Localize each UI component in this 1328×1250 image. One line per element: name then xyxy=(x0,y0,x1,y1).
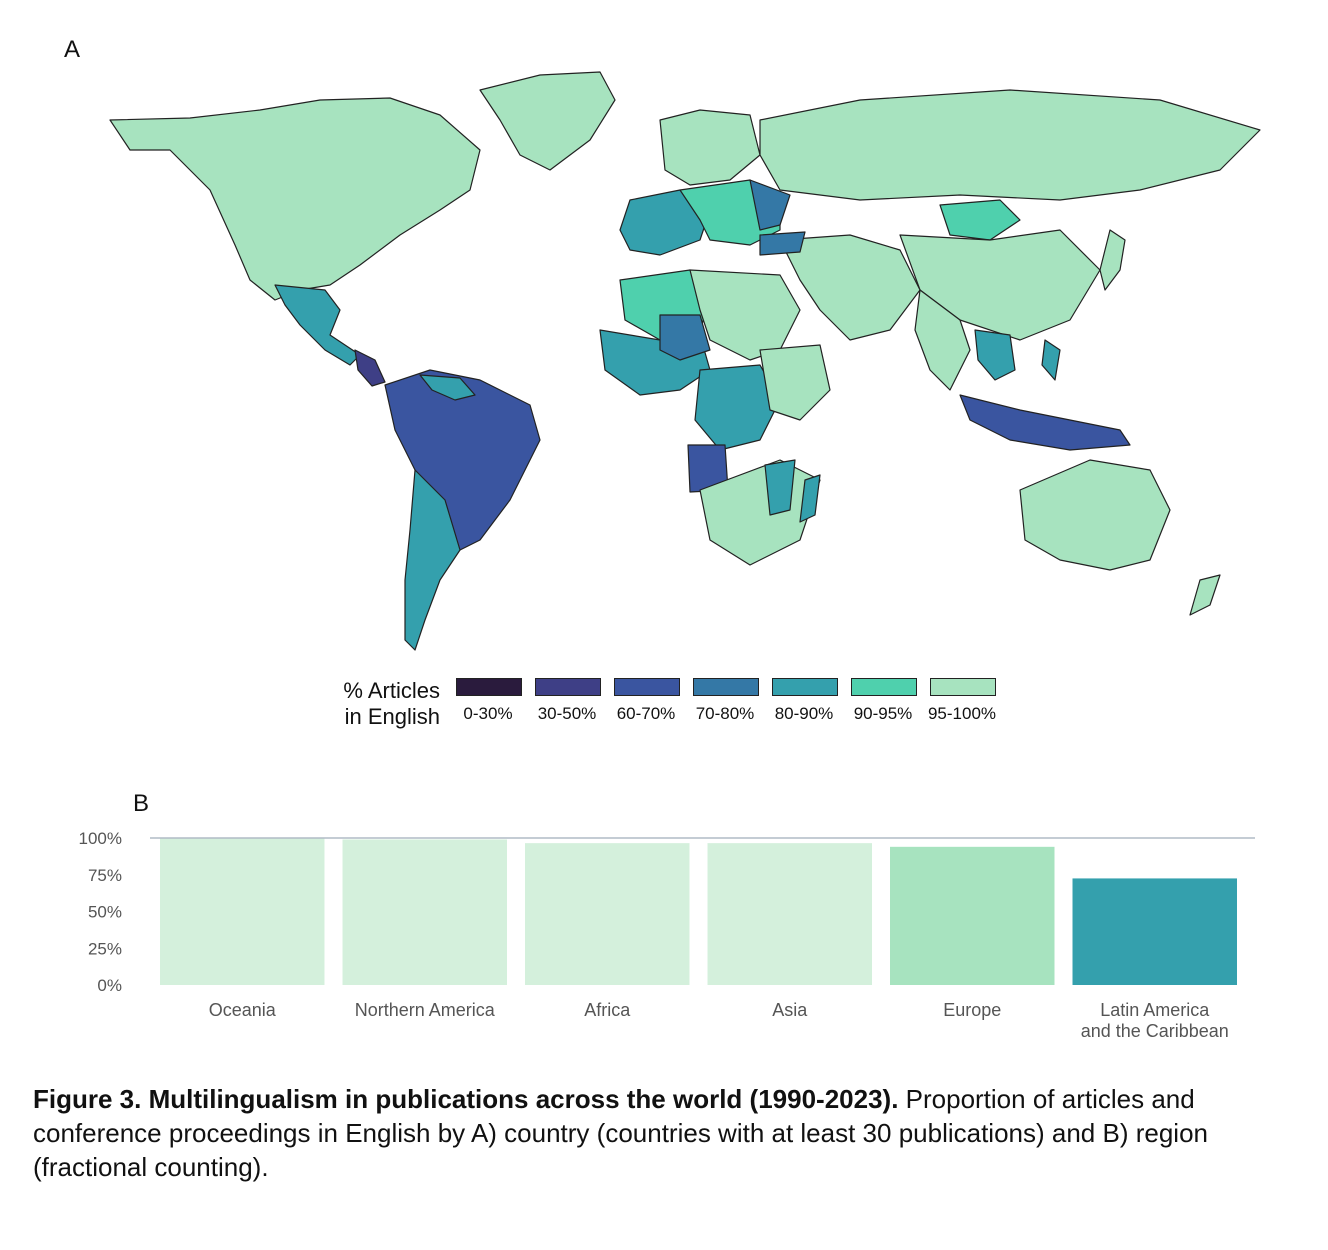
country-east-africa xyxy=(759,344,831,421)
country-middle-east xyxy=(779,234,921,341)
legend-swatch xyxy=(693,678,759,696)
legend-item: 80-90% xyxy=(766,678,842,724)
country-north-america xyxy=(109,97,481,301)
country-russia xyxy=(759,89,1261,201)
legend-swatch xyxy=(456,678,522,696)
y-tick-label: 25% xyxy=(88,939,122,958)
bar xyxy=(160,838,325,985)
country-europe-east xyxy=(749,179,791,231)
legend-title-line1: % Articles xyxy=(343,678,440,703)
country-india xyxy=(914,289,971,391)
legend-label: 60-70% xyxy=(616,704,676,723)
x-tick-label: Africa xyxy=(584,1000,631,1020)
legend-item: 60-70% xyxy=(608,678,684,724)
legend-swatch xyxy=(851,678,917,696)
legend-swatch xyxy=(930,678,996,696)
country-indonesia xyxy=(959,394,1131,451)
country-europe-north xyxy=(659,109,761,186)
bar xyxy=(707,843,872,985)
x-tick-label: Asia xyxy=(772,1000,808,1020)
y-tick-label: 50% xyxy=(88,903,122,922)
x-tick-label: Europe xyxy=(943,1000,1001,1020)
country-australia xyxy=(1019,459,1171,571)
bar xyxy=(525,843,690,985)
legend-title: % Articles in English xyxy=(320,678,440,730)
legend-title-line2: in English xyxy=(344,704,440,729)
y-tick-label: 100% xyxy=(79,829,122,848)
legend-swatch xyxy=(614,678,680,696)
country-madagascar xyxy=(799,474,821,523)
country-mongolia xyxy=(939,199,1021,241)
country-mozambique xyxy=(764,459,796,516)
legend-swatch xyxy=(772,678,838,696)
country-mexico xyxy=(274,284,361,366)
legend-swatch xyxy=(535,678,601,696)
map-legend: % Articles in English 0-30% 30-50% 60-70% 7… xyxy=(320,676,1020,736)
bar xyxy=(342,839,507,985)
bar xyxy=(1072,878,1237,985)
y-tick-label: 75% xyxy=(88,866,122,885)
country-southeast-asia xyxy=(974,329,1016,381)
legend-item: 0-30% xyxy=(450,678,526,724)
legend-item: 70-80% xyxy=(687,678,763,724)
country-sahel xyxy=(659,314,711,361)
legend-label: 0-30% xyxy=(463,704,513,723)
caption-bold: Figure 3. Multilingualism in publication… xyxy=(33,1084,899,1114)
world-map xyxy=(109,71,1261,651)
panel-b-label: B xyxy=(133,790,150,817)
country-southern-cone xyxy=(404,469,461,651)
caption-text: Proportion of articles and conference pr… xyxy=(33,1084,1208,1182)
country-japan xyxy=(1099,229,1126,291)
figure-caption: Figure 3. Multilingualism in publication… xyxy=(33,1082,1303,1184)
x-tick-label: Northern America xyxy=(355,1000,496,1020)
country-new-zealand xyxy=(1189,574,1221,616)
legend-label: 95-100% xyxy=(927,704,997,723)
x-tick-label: Oceania xyxy=(209,1000,277,1020)
panel-a-label: A xyxy=(64,36,81,63)
legend-label: 30-50% xyxy=(537,704,597,723)
legend-label: 80-90% xyxy=(774,704,834,723)
country-brazil-region xyxy=(384,369,541,551)
x-tick-label: and the Caribbean xyxy=(1081,1021,1229,1041)
country-turkey xyxy=(759,231,806,256)
country-guianas xyxy=(419,374,476,401)
country-central-africa xyxy=(694,364,781,451)
bar xyxy=(890,846,1055,985)
legend-item: 30-50% xyxy=(529,678,605,724)
legend-item: 95-100% xyxy=(924,678,1000,724)
country-greenland xyxy=(479,71,616,171)
y-tick-label: 0% xyxy=(97,976,122,995)
legend-item: 90-95% xyxy=(845,678,921,724)
country-philippines xyxy=(1041,339,1061,381)
legend-label: 90-95% xyxy=(853,704,913,723)
bar-chart: 0% 25% 50% 75% 100% Oceania Northern America Af… xyxy=(79,829,1255,1041)
x-tick-label: Latin America xyxy=(1100,1000,1210,1020)
country-central-america xyxy=(354,349,386,387)
legend-label: 70-80% xyxy=(695,704,755,723)
